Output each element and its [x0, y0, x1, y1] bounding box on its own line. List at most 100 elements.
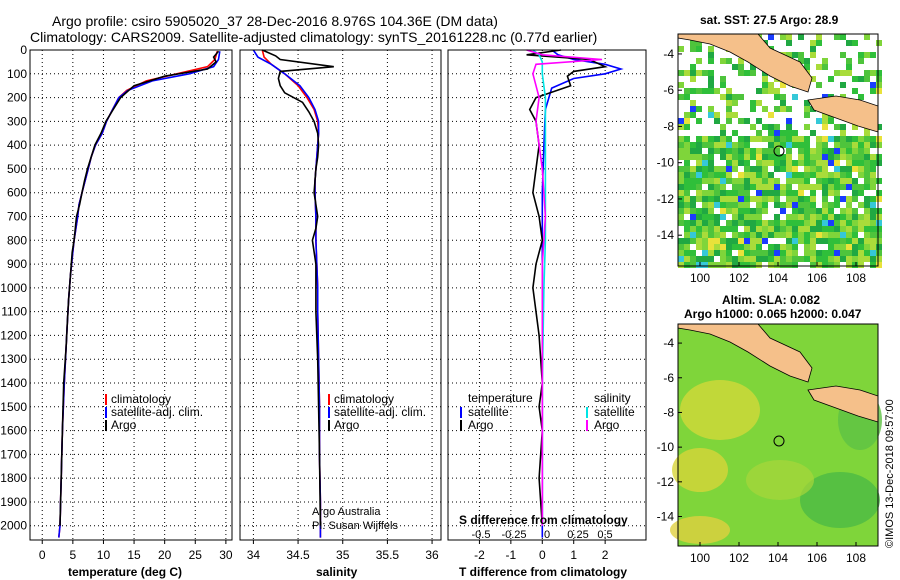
sst-cell	[744, 70, 750, 76]
sst-cell	[804, 238, 810, 244]
sst-cell	[804, 106, 810, 112]
sst-cell	[750, 262, 756, 268]
sst-cell	[828, 172, 834, 178]
sst-cell	[756, 208, 762, 214]
s-diff-tick-label: -0.25	[501, 529, 526, 541]
sst-cell	[684, 226, 690, 232]
sst-cell	[720, 226, 726, 232]
sst-cell	[804, 220, 810, 226]
y-tick-label: 300	[7, 114, 27, 128]
legend-satellite-swatch	[328, 407, 330, 418]
sst-cell	[876, 208, 882, 214]
sst-cell	[816, 172, 822, 178]
sst-cell	[828, 184, 834, 190]
sst-cell	[858, 256, 864, 262]
sst-cell	[858, 172, 864, 178]
sst-cell	[864, 184, 870, 190]
lon-tick-label: 106	[807, 551, 827, 565]
sst-cell	[780, 250, 786, 256]
sst-cell	[786, 190, 792, 196]
sst-cell	[852, 256, 858, 262]
sst-cell	[816, 256, 822, 262]
sst-cell	[834, 124, 840, 130]
sst-cell	[858, 244, 864, 250]
sst-cell	[798, 232, 804, 238]
sst-cell	[714, 214, 720, 220]
sst-cell	[852, 220, 858, 226]
sst-cell	[684, 154, 690, 160]
sst-cell	[792, 208, 798, 214]
sst-cell	[678, 154, 684, 160]
sst-cell	[828, 160, 834, 166]
sst-cell	[720, 196, 726, 202]
sst-cell	[714, 238, 720, 244]
sst-cell	[678, 190, 684, 196]
sst-cell	[780, 190, 786, 196]
sst-cell	[870, 262, 876, 268]
sst-cell	[726, 262, 732, 268]
sst-cell	[750, 106, 756, 112]
sst-cell	[702, 232, 708, 238]
sst-cell	[834, 226, 840, 232]
sst-cell	[774, 244, 780, 250]
sst-cell	[750, 244, 756, 250]
sst-cell	[780, 94, 786, 100]
sst-cell	[810, 148, 816, 154]
sst-cell	[684, 124, 690, 130]
sst-cell	[726, 112, 732, 118]
temperature-series	[58, 50, 221, 538]
sst-cell	[690, 166, 696, 172]
sst-cell	[690, 208, 696, 214]
sst-cell	[732, 148, 738, 154]
sst-cell	[840, 220, 846, 226]
sst-cell	[876, 190, 882, 196]
sst-cell	[828, 226, 834, 232]
sst-cell	[846, 220, 852, 226]
legend-t-argo-swatch	[460, 420, 462, 431]
series-line-satellite-adj-clim-	[252, 49, 322, 538]
sst-cell	[816, 142, 822, 148]
sst-cell	[774, 154, 780, 160]
sst-cell	[852, 184, 858, 190]
sst-cell	[846, 172, 852, 178]
sst-cell	[846, 64, 852, 70]
lon-tick-label: 100	[690, 271, 710, 285]
sst-cell	[858, 154, 864, 160]
sst-cell	[774, 184, 780, 190]
sst-cell	[852, 238, 858, 244]
sst-cell	[852, 40, 858, 46]
legend-t-satellite-label: satellite	[468, 405, 509, 419]
sst-cell	[798, 220, 804, 226]
sst-cell	[816, 232, 822, 238]
sst-cell	[774, 250, 780, 256]
sst-cell	[828, 190, 834, 196]
sst-cell	[702, 154, 708, 160]
sst-cell	[834, 178, 840, 184]
sst-cell	[690, 262, 696, 268]
sla-field-blobs	[670, 380, 882, 544]
sst-cell	[822, 160, 828, 166]
sst-cell	[816, 82, 822, 88]
sst-map-panel: sat. SST: 27.5 Argo: 28.9 -4 -6 -8 -10 -12 -1…	[657, 13, 882, 285]
sst-cell	[726, 118, 732, 124]
sst-cell	[786, 184, 792, 190]
sla-blob	[800, 472, 880, 528]
sst-cell	[756, 184, 762, 190]
sst-cell	[876, 250, 882, 256]
sst-cell	[738, 196, 744, 202]
sst-cell	[720, 82, 726, 88]
sst-cell	[726, 88, 732, 94]
sst-cell	[684, 202, 690, 208]
sst-cell	[864, 178, 870, 184]
sst-cell	[846, 58, 852, 64]
legend-climatology-swatch	[105, 394, 107, 405]
y-tick-label: 1500	[0, 400, 27, 414]
sst-cell	[852, 160, 858, 166]
sst-cell	[876, 226, 882, 232]
sst-cell	[816, 184, 822, 190]
sst-cell	[756, 214, 762, 220]
sst-cell	[798, 148, 804, 154]
sst-cell	[870, 202, 876, 208]
sst-cell	[726, 58, 732, 64]
sst-cell	[684, 142, 690, 148]
